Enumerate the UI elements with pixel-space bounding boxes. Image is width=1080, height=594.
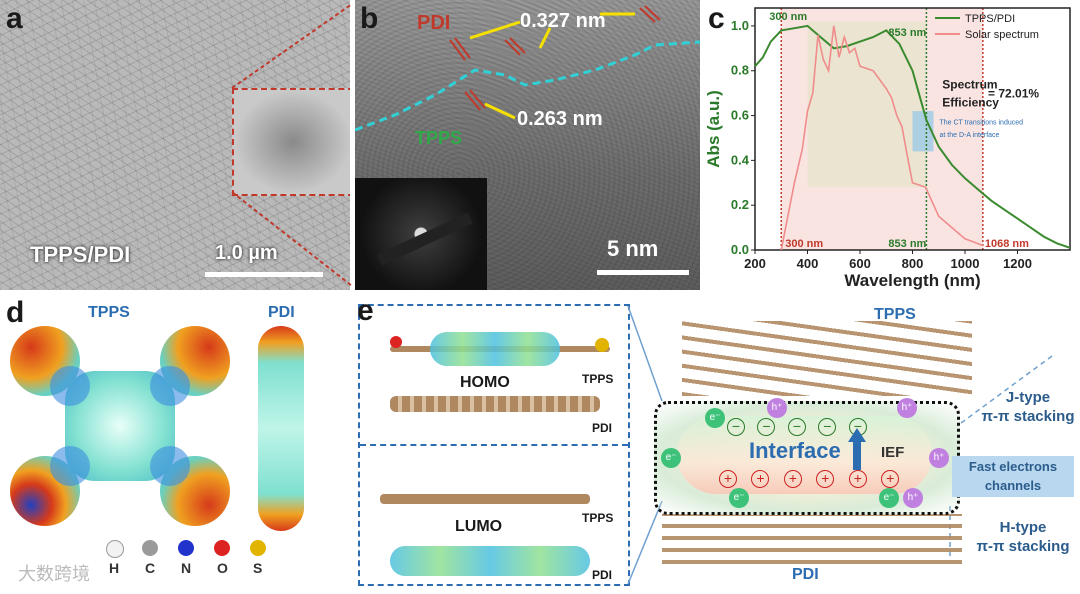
pdi-large-label: PDI — [792, 566, 819, 583]
lumo-pdi-label: PDI — [592, 568, 613, 582]
panel-c-label: c — [708, 2, 725, 35]
atom-o-label: O — [217, 560, 228, 576]
x-tick-label-4: 1000 — [951, 256, 980, 271]
scale-bar — [597, 270, 689, 275]
tpps-stack — [682, 321, 972, 396]
annot-300-top: 300 nm — [769, 11, 807, 23]
lumo-tpps-label: TPPS — [582, 511, 614, 525]
series-line-1 — [780, 25, 984, 251]
panel-a-tem-image: TPPS/PDI 1.0 µm — [0, 0, 350, 290]
efficiency-line-2: Efficiency — [942, 96, 999, 110]
plus-row: + + + + + + — [719, 470, 900, 488]
ief-label: IEF — [881, 444, 905, 461]
y-tick-label-3: 0.6 — [731, 108, 749, 123]
homo-pdi-label: PDI — [592, 421, 613, 435]
homo-label: HOMO — [460, 374, 510, 391]
pdi-esp-map — [258, 326, 304, 531]
lumo-label: LUMO — [455, 518, 503, 535]
efficiency-line-1: Spectrum — [942, 78, 997, 92]
jtype-label: J-type π-π stacking — [981, 389, 1075, 425]
x-tick-label-2: 600 — [849, 256, 871, 271]
interface-label: Interface — [749, 438, 841, 463]
minus-row: − − − − − — [727, 418, 867, 436]
scale-label: 5 nm — [607, 236, 659, 261]
hole-1: h⁺ — [767, 398, 787, 418]
d-spacing-label-1: 0.327 nm — [520, 10, 606, 32]
tpps-esp-map — [10, 326, 230, 526]
electron-4: e⁻ — [879, 488, 899, 508]
zoom-lines — [231, 3, 353, 287]
hole-4: h⁺ — [903, 488, 923, 508]
electron-3: e⁻ — [729, 488, 749, 508]
tpps-label: TPPS — [415, 128, 463, 148]
y-tick-label-5: 1.0 — [731, 18, 749, 33]
ct-note-line-2: at the D-A interface — [940, 132, 1000, 139]
electron-2: e⁻ — [661, 448, 681, 468]
lumo-pdi-molecule — [390, 546, 590, 576]
panel-e-schematic: HOMO TPPS PDI LUMO TPPS PDI − − − − − In… — [352, 296, 1080, 594]
x-axis-label: Wavelength (nm) — [844, 271, 980, 290]
annot-853-bottom: 853 nm — [888, 238, 926, 250]
homo-molecule — [390, 326, 610, 376]
lumo-tpps-molecule — [380, 494, 590, 504]
homo-pdi-molecule — [390, 396, 600, 412]
absorption-chart: 200 400 600 800 1000 1200 0.0 0.2 0.4 0.6 0.8 1.0 Wa… — [705, 7, 1071, 290]
saed-inset — [355, 178, 487, 290]
annot-300-bottom: 300 nm — [785, 238, 823, 250]
panel-d-esp-maps: TPPS PDI H C N O S 大数跨境 — [0, 296, 350, 594]
scale-bar — [205, 272, 323, 277]
efficiency-value: = 72.01% — [988, 87, 1039, 101]
x-tick-label-0: 200 — [744, 256, 766, 271]
pdi-label: PDI — [268, 304, 295, 321]
ief-arrow — [853, 440, 861, 470]
panel-d-label: d — [6, 296, 25, 329]
atom-c-label: C — [145, 560, 156, 576]
series-line-0 — [754, 24, 1071, 249]
tpps-label: TPPS — [88, 304, 130, 321]
inset-zoom-box — [232, 88, 350, 196]
y-axis-label: Abs (a.u.) — [705, 90, 723, 167]
atom-legend: H C N O S — [106, 536, 266, 576]
electron-1: e⁻ — [705, 408, 725, 428]
ct-region — [912, 111, 934, 152]
d-spacing-label-2: 0.263 nm — [517, 108, 603, 130]
fast-electrons-box: Fast electrons channels — [952, 456, 1074, 497]
interface-zone: − − − − − Interface IEF + + + + + + e⁻ h… — [654, 398, 960, 515]
atom-s-label: S — [253, 560, 263, 576]
panel-e-label: e — [357, 294, 374, 327]
ct-note-line-1: The CT transitions induced — [940, 120, 1024, 127]
annot-1068: 1068 nm — [985, 238, 1029, 250]
sample-label: TPPS/PDI — [30, 242, 131, 267]
y-tick-label-1: 0.2 — [731, 197, 749, 212]
y-tick-label-0: 0.0 — [731, 242, 749, 257]
panel-b-hrtem-image: PDI 0.327 nm 0.263 nm TPPS 5 nm — [355, 0, 700, 290]
orbital-box: HOMO TPPS PDI LUMO TPPS PDI — [358, 304, 630, 586]
tpps-large-label: TPPS — [874, 306, 916, 323]
panel-b-label: b — [360, 2, 379, 35]
annot-853-top: 853 nm — [888, 27, 926, 39]
x-tick-label-3: 800 — [902, 256, 924, 271]
x-tick-label-1: 400 — [797, 256, 819, 271]
connector-lines — [627, 305, 1053, 585]
panel-a-label: a — [6, 2, 23, 35]
efficiency-box — [807, 21, 927, 188]
legend-label-0: TPPS/PDI — [965, 13, 1015, 25]
atom-h-label: H — [109, 560, 120, 576]
watermark: 大数跨境 — [18, 564, 90, 585]
scale-label: 1.0 µm — [215, 242, 278, 264]
hole-3: h⁺ — [929, 448, 949, 468]
homo-tpps-label: TPPS — [582, 372, 614, 386]
hole-2: h⁺ — [897, 398, 917, 418]
pdi-label: PDI — [417, 12, 451, 34]
x-tick-label-5: 1200 — [1003, 256, 1032, 271]
legend-label-1: Solar spectrum — [965, 29, 1039, 41]
pdi-stack — [662, 514, 962, 564]
y-tick-label-4: 0.8 — [731, 63, 749, 78]
y-tick-label-2: 0.4 — [731, 152, 750, 167]
atom-n-label: N — [181, 560, 192, 576]
htype-label: H-type π-π stacking — [976, 519, 1070, 555]
